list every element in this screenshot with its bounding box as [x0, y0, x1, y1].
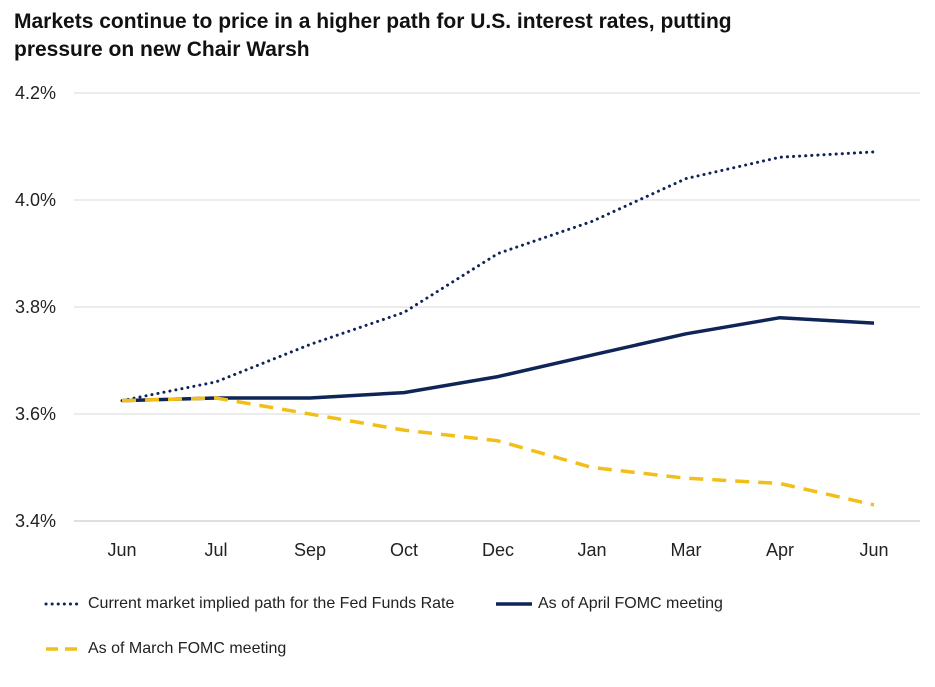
x-axis-labels: Jun Jul Sep Oct Dec Jan Mar Apr Jun: [107, 540, 888, 560]
y-tick-label: 4.0%: [15, 190, 56, 210]
x-tick-label: Sep: [294, 540, 326, 560]
legend-label-current-market: Current market implied path for the Fed …: [88, 595, 455, 612]
legend-dotted-line-icon: [44, 602, 84, 606]
x-tick-label: Jan: [577, 540, 606, 560]
x-tick-label: Oct: [390, 540, 418, 560]
y-tick-label: 4.2%: [15, 83, 56, 103]
x-tick-label: Mar: [671, 540, 702, 560]
y-axis-labels: 3.4% 3.6% 3.8% 4.0% 4.2%: [15, 83, 56, 531]
series-line-dashed: [121, 396, 875, 507]
chart-title: Markets continue to price in a higher pa…: [14, 10, 732, 61]
legend-dashed-line-icon: [46, 647, 82, 651]
y-tick-label: 3.6%: [15, 404, 56, 424]
x-tick-label: Dec: [482, 540, 514, 560]
series-line-solid: [121, 315, 875, 403]
legend-solid-line-icon: [496, 602, 532, 606]
x-tick-label: Jul: [204, 540, 227, 560]
series-lines: [120, 150, 876, 507]
x-tick-label: Jun: [859, 540, 888, 560]
x-tick-label: Apr: [766, 540, 794, 560]
series-line-dotted: [120, 150, 876, 403]
legend-label-april-fomc: As of April FOMC meeting: [538, 595, 723, 612]
y-tick-label: 3.4%: [15, 511, 56, 531]
gridlines: [74, 92, 920, 522]
legend-item-april-fomc: As of April FOMC meeting: [494, 595, 723, 613]
line-chart: 3.4% 3.6% 3.8% 4.0% 4.2% Jun Jul Sep Oct Dec Jan M…: [15, 83, 920, 560]
legend-label-march-fomc: As of March FOMC meeting: [88, 640, 287, 657]
y-tick-label: 3.8%: [15, 297, 56, 317]
x-tick-label: Jun: [107, 540, 136, 560]
legend-item-current-market: Current market implied path for the Fed …: [44, 595, 454, 613]
legend-item-march-fomc: As of March FOMC meeting: [44, 640, 286, 658]
